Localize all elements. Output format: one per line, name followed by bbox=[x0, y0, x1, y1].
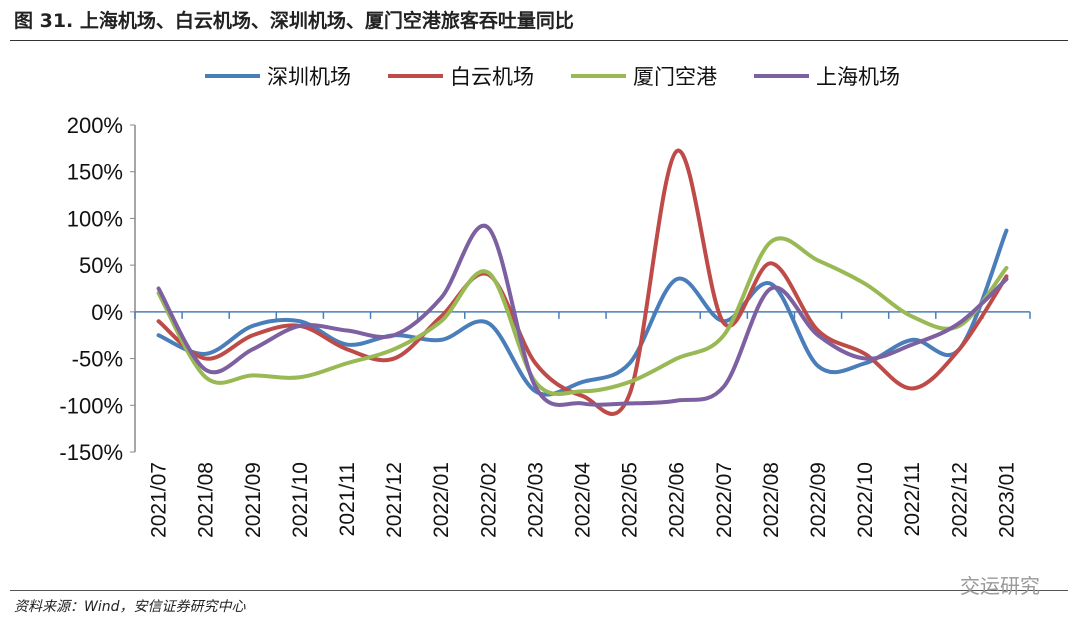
x-tick-label: 2021/08 bbox=[195, 462, 218, 538]
footer-rule bbox=[10, 590, 1068, 591]
y-tick-label: 200% bbox=[67, 113, 123, 138]
x-tick-label: 2022/01 bbox=[430, 462, 453, 538]
x-tick-label: 2021/07 bbox=[148, 462, 171, 538]
x-tick-label: 2022/02 bbox=[477, 462, 500, 538]
x-tick-label: 2023/01 bbox=[995, 462, 1018, 538]
series-line-1 bbox=[156, 149, 1009, 416]
watermark: 交运研究 bbox=[960, 574, 1040, 598]
x-tick-label: 2021/12 bbox=[383, 462, 406, 538]
figure-title: 图 31. 上海机场、白云机场、深圳机场、厦门空港旅客吞吐量同比 bbox=[14, 10, 574, 32]
legend-label: 白云机场 bbox=[450, 65, 534, 89]
x-tick-label: 2022/05 bbox=[619, 462, 642, 538]
y-tick-label: -150% bbox=[59, 440, 123, 465]
x-tick-label: 2022/09 bbox=[807, 462, 830, 538]
x-tick-label: 2021/11 bbox=[336, 462, 359, 536]
y-tick-label: 150% bbox=[67, 160, 123, 185]
x-tick-label: 2021/09 bbox=[242, 462, 265, 538]
series-line-3 bbox=[156, 223, 1009, 407]
x-tick-label: 2022/04 bbox=[572, 462, 595, 538]
x-tick-label: 2021/10 bbox=[289, 462, 312, 538]
source-note: 资料来源：Wind，安信证券研究中心 bbox=[14, 599, 246, 615]
x-tick-label: 2022/07 bbox=[713, 462, 736, 538]
legend-label: 厦门空港 bbox=[633, 65, 717, 89]
x-tick-label: 2022/06 bbox=[666, 462, 689, 538]
x-tick-label: 2022/10 bbox=[854, 462, 877, 538]
y-tick-label: 50% bbox=[79, 253, 123, 278]
y-tick-label: 100% bbox=[67, 206, 123, 231]
y-tick-label: 0% bbox=[91, 300, 123, 325]
y-tick-label: -100% bbox=[59, 393, 123, 418]
x-tick-label: 2022/08 bbox=[760, 462, 783, 538]
series-line-2 bbox=[156, 236, 1009, 397]
legend-label: 深圳机场 bbox=[267, 65, 351, 89]
title-rule bbox=[10, 40, 1068, 41]
y-tick-label: -50% bbox=[72, 347, 123, 372]
x-tick-label: 2022/03 bbox=[524, 462, 547, 538]
x-tick-label: 2022/12 bbox=[948, 462, 971, 538]
legend-label: 上海机场 bbox=[816, 65, 900, 89]
x-tick-label: 2022/11 bbox=[901, 462, 924, 536]
